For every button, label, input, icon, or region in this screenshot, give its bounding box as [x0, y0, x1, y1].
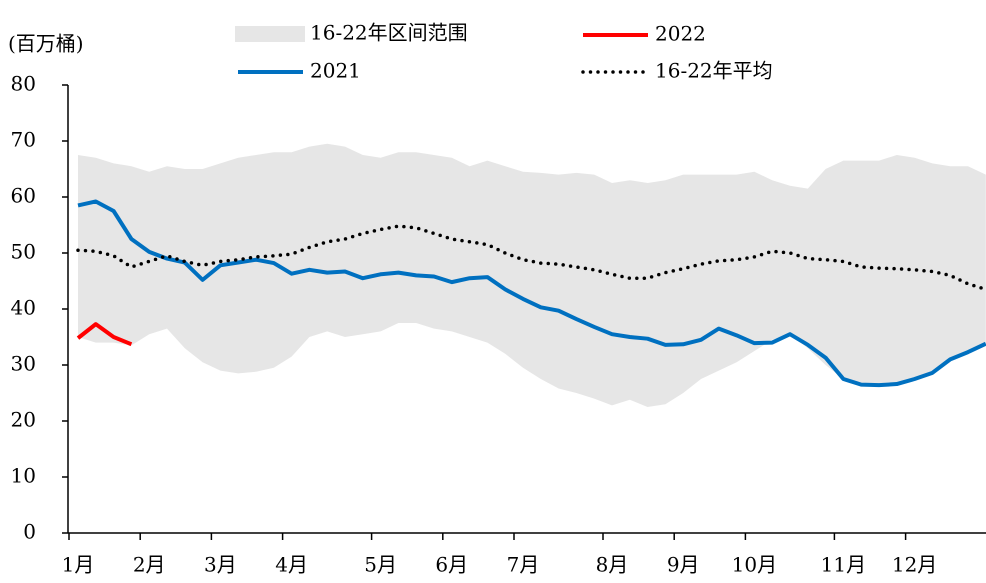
x-tick-label: 8月	[596, 553, 629, 577]
y-tick-label: 70	[11, 128, 36, 152]
legend-swatch	[235, 26, 305, 42]
x-tick-label: 5月	[364, 553, 397, 577]
y-tick-label: 0	[23, 520, 36, 544]
y-tick-label: 30	[11, 352, 36, 376]
range-band	[78, 143, 986, 408]
x-tick-label: 10月	[732, 553, 777, 577]
x-tick-label: 3月	[204, 553, 237, 577]
legend-label: 16-22年平均	[655, 59, 773, 83]
x-tick-label: 6月	[435, 553, 468, 577]
y-tick-label: 80	[11, 72, 36, 96]
x-tick-label: 9月	[667, 553, 700, 577]
series-line	[77, 199, 986, 388]
x-tick-label: 11月	[821, 553, 866, 577]
legend-label: 16-22年区间范围	[310, 21, 468, 45]
legend-label: 2021	[310, 59, 361, 83]
y-tick-label: 40	[11, 296, 36, 320]
x-tick-label: 7月	[507, 553, 540, 577]
legend-label: 2022	[655, 22, 706, 46]
x-tick-label: 12月	[892, 553, 937, 577]
y-tick-label: 10	[11, 464, 36, 488]
x-tick-label: 1月	[62, 553, 95, 577]
series-line	[76, 322, 133, 347]
y-tick-label: 50	[11, 240, 36, 264]
x-tick-label: 2月	[133, 553, 166, 577]
y-tick-label: 20	[11, 408, 36, 432]
y-axis-label: (百万桶)	[8, 32, 84, 56]
series-line	[76, 224, 986, 292]
x-tick-label: 4月	[275, 553, 308, 577]
y-tick-label: 60	[11, 184, 36, 208]
